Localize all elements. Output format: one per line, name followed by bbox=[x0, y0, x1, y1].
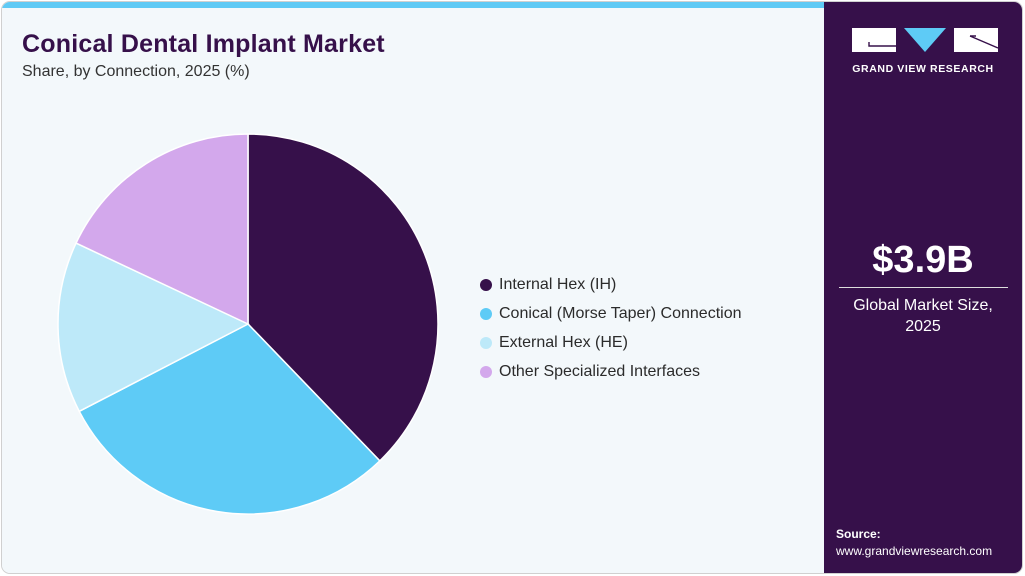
pie-slice-external-hex-he bbox=[57, 242, 250, 413]
caption-line-1: Global Market Size, bbox=[853, 297, 993, 314]
legend-item-conical: Conical (Morse Taper) Connection bbox=[480, 299, 741, 328]
pie-slice-conical-morse-taper-connection bbox=[78, 323, 381, 515]
accent-bar bbox=[2, 2, 824, 8]
chart-subtitle: Share, by Connection, 2025 (%) bbox=[22, 63, 250, 80]
market-size-caption: Global Market Size, 2025 bbox=[824, 295, 1022, 337]
brand-name: GRAND VIEW RESEARCH bbox=[852, 63, 994, 75]
sidebar-panel: GRAND VIEW RESEARCH $3.9B Global Market … bbox=[824, 2, 1022, 573]
legend: Internal Hex (IH) Conical (Morse Taper) … bbox=[480, 270, 741, 386]
pie-chart bbox=[57, 133, 439, 515]
caption-line-2: 2025 bbox=[905, 318, 941, 335]
legend-label: Other Specialized Interfaces bbox=[499, 362, 700, 380]
market-size-value: $3.9B bbox=[872, 239, 974, 281]
legend-item-internal-hex: Internal Hex (IH) bbox=[480, 270, 741, 299]
legend-dot-icon bbox=[480, 336, 492, 349]
legend-label: Conical (Morse Taper) Connection bbox=[499, 304, 742, 322]
legend-dot-icon bbox=[480, 307, 492, 320]
chart-title: Conical Dental Implant Market bbox=[22, 30, 385, 58]
pie-slice-other-specialized-interfaces bbox=[75, 133, 249, 326]
source-link[interactable]: www.grandviewresearch.com bbox=[836, 544, 993, 558]
legend-label: External Hex (HE) bbox=[499, 333, 628, 351]
legend-dot-icon bbox=[480, 365, 492, 378]
divider bbox=[839, 287, 1008, 288]
grand-view-research-logo-icon bbox=[852, 28, 998, 52]
legend-item-external-hex: External Hex (HE) bbox=[480, 328, 741, 357]
legend-label: Internal Hex (IH) bbox=[499, 275, 617, 293]
chart-area: Conical Dental Implant Market Share, by … bbox=[2, 2, 824, 573]
legend-dot-icon bbox=[480, 278, 492, 291]
source-label: Source: bbox=[836, 527, 881, 541]
legend-item-other: Other Specialized Interfaces bbox=[480, 357, 741, 386]
pie-slice-internal-hex-ih bbox=[247, 133, 439, 462]
